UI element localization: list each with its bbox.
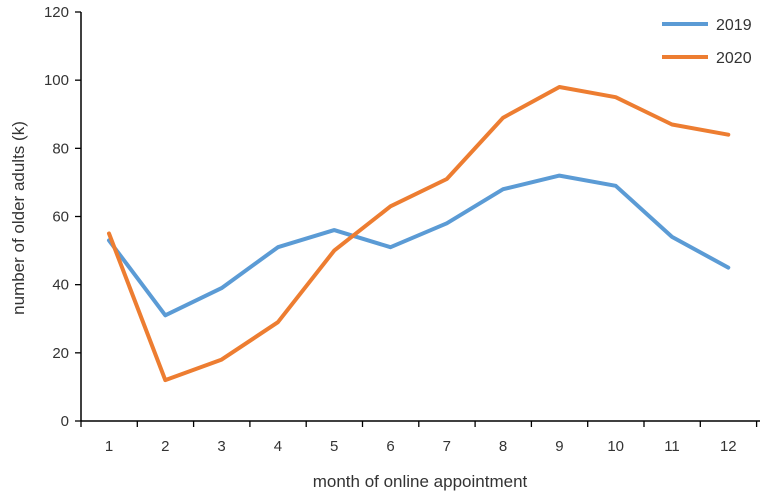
x-tick-label: 9	[555, 438, 563, 455]
x-axis-title: month of online appointment	[313, 472, 528, 491]
legend-label-2020: 2020	[716, 50, 752, 67]
y-tick-label: 120	[44, 4, 69, 21]
y-tick-label: 60	[52, 209, 69, 226]
y-axis-title: number of older adults (k)	[9, 121, 28, 315]
series-line-2020	[107, 85, 731, 383]
x-tick-label: 3	[217, 438, 225, 455]
legend: 2019 2020	[662, 17, 752, 67]
y-tick-label: 20	[52, 345, 69, 362]
x-tick-label: 8	[499, 438, 507, 455]
series-line-2019	[107, 173, 731, 318]
y-tick-label: 40	[52, 277, 69, 294]
legend-label-2019: 2019	[716, 17, 752, 34]
y-axis-ticks: 0 20 40 60 80 100 120	[44, 4, 81, 430]
y-tick-label: 0	[61, 413, 69, 430]
x-tick-label: 11	[664, 438, 680, 455]
y-tick-label: 100	[44, 72, 69, 89]
x-tick-label: 10	[607, 438, 624, 455]
y-tick-label: 80	[52, 140, 69, 157]
x-tick-label: 12	[720, 438, 737, 455]
x-tick-label: 4	[274, 438, 282, 455]
x-tick-label: 1	[105, 438, 113, 455]
x-tick-label: 2	[161, 438, 169, 455]
x-axis-ticks: 1 2 3 4 5 6 7 8 9 10 11 12	[80, 421, 758, 455]
x-tick-label: 5	[330, 438, 338, 455]
x-tick-label: 6	[386, 438, 394, 455]
x-tick-label: 7	[443, 438, 451, 455]
series-layer	[107, 85, 731, 383]
